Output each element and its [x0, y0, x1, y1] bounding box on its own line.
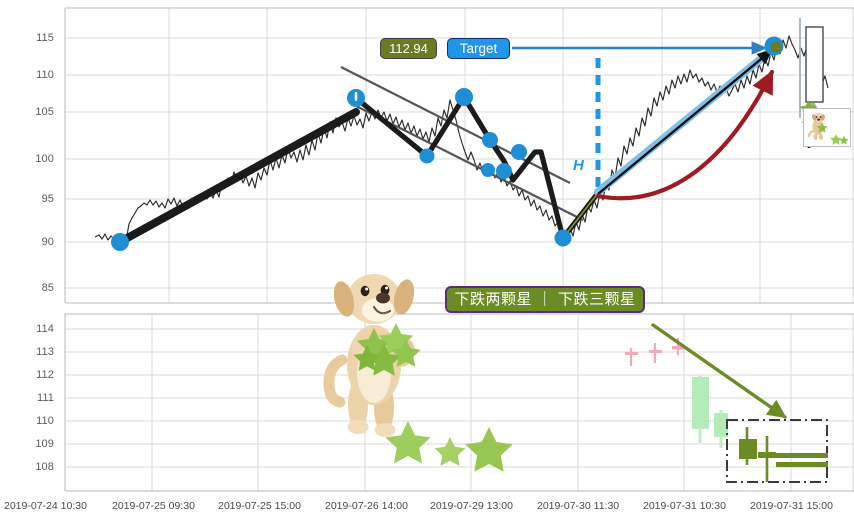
uptrend-thick-line: [116, 108, 360, 246]
y-tick-lower: 113: [36, 346, 54, 358]
y-tick-upper: 115: [36, 32, 54, 44]
y-tick-lower: 112: [36, 369, 54, 381]
pivot-marker[interactable]: [554, 229, 572, 247]
dog-illustration: [323, 274, 415, 437]
pattern-highlight-box: [726, 419, 828, 483]
x-tick: 2019-07-31 10:30: [643, 500, 726, 512]
pattern-candles-light-green: [692, 376, 728, 448]
y-tick-upper: 100: [35, 153, 54, 165]
x-tick: 2019-07-26 14:00: [325, 500, 408, 512]
x-tick: 2019-07-31 15:00: [750, 500, 833, 512]
pivot-marker-tick: [354, 92, 358, 101]
pattern-candles-olive: [739, 427, 828, 482]
candle-body: [776, 453, 828, 458]
target-badge[interactable]: Target: [447, 38, 510, 59]
candle-body: [649, 350, 662, 353]
zigzag-green-accent: [562, 192, 599, 239]
candle-body: [714, 413, 728, 437]
loose-stars: [385, 421, 513, 472]
candle-body: [776, 462, 828, 467]
candle-body: [758, 452, 776, 458]
h-level-label: H: [573, 157, 584, 174]
pivot-marker[interactable]: [455, 88, 473, 106]
candle-body: [625, 352, 638, 355]
dog-with-stars-svg: [323, 274, 513, 472]
pivot-marker[interactable]: [481, 163, 495, 177]
projection-arrow: [597, 49, 774, 195]
x-tick: 2019-07-29 13:00: [430, 500, 513, 512]
pattern-label-badge[interactable]: 下跌两颗星 ｜ 下跌三颗星: [445, 286, 645, 313]
price-badge[interactable]: 112.94: [380, 38, 437, 59]
price-line-series: [94, 35, 829, 242]
y-tick-lower: 109: [35, 438, 54, 450]
pivot-marker[interactable]: [496, 163, 512, 179]
dog-popup-svg: [807, 112, 849, 145]
x-tick: 2019-07-25 09:30: [112, 500, 195, 512]
candle-body: [692, 377, 709, 429]
last-candle-body: [805, 26, 824, 103]
y-tick-upper: 105: [35, 106, 54, 118]
pattern-chart-svg: [64, 313, 854, 492]
y-tick-upper: 95: [41, 193, 54, 205]
bearish-curve-arrow: [595, 69, 775, 201]
star-bundle: [353, 323, 421, 376]
price-grid-horizontal: [65, 37, 854, 289]
dog-with-stars-sticker: [322, 265, 513, 480]
y-tick-lower: 114: [36, 323, 54, 335]
y-tick-upper: 90: [41, 236, 54, 248]
y-tick-lower: 110: [36, 415, 54, 427]
pattern-chart-panel[interactable]: [0, 310, 854, 495]
green-stars-icon: [816, 122, 849, 145]
pattern-bearish-arrow: [651, 323, 787, 419]
x-tick: 2019-07-30 11:30: [537, 500, 620, 512]
dog-sticker-popup[interactable]: [803, 108, 851, 147]
pattern-plot-background: [65, 314, 854, 491]
x-tick: 2019-07-25 15:00: [218, 500, 301, 512]
pivot-marker[interactable]: [419, 148, 435, 164]
x-tick: 2019-07-24 10:30: [4, 500, 87, 512]
channel-upper-rail: [340, 66, 571, 184]
candle-body: [739, 439, 757, 459]
y-tick-upper: 85: [41, 282, 54, 294]
target-pivot-inner: [770, 41, 782, 53]
pivot-marker[interactable]: [111, 233, 129, 251]
y-tick-lower: 111: [36, 392, 54, 404]
pivot-marker[interactable]: [482, 132, 498, 148]
pivot-marker[interactable]: [511, 144, 527, 160]
pivot-markers: [111, 88, 572, 251]
y-tick-upper: 110: [36, 69, 54, 81]
candle-body: [672, 346, 685, 350]
y-tick-lower: 108: [35, 461, 54, 473]
